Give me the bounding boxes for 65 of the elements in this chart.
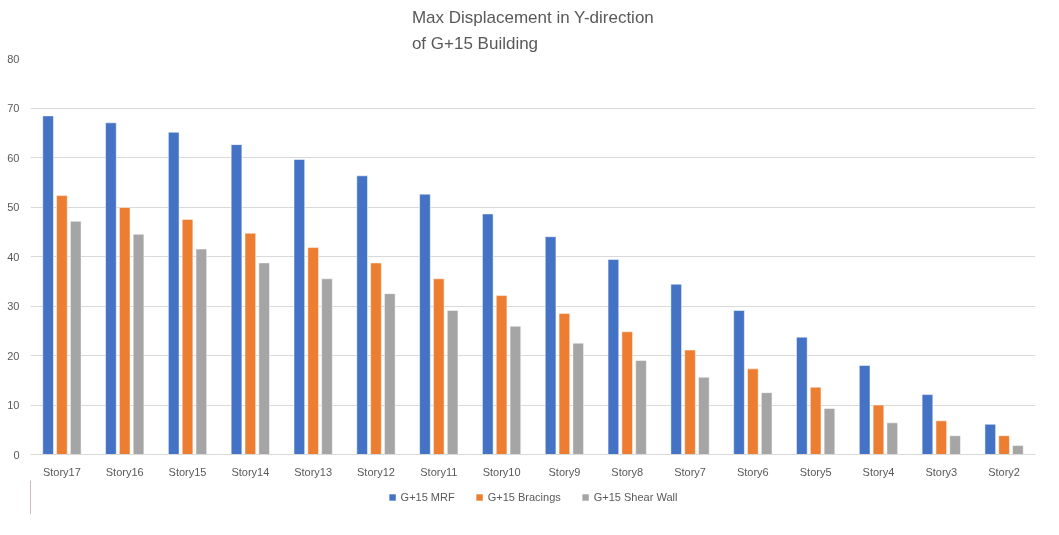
x-tick-label: Story16 xyxy=(105,465,144,478)
legend-label: G+15 Bracings xyxy=(487,491,561,503)
bar xyxy=(733,310,745,455)
bar xyxy=(698,377,710,455)
bar xyxy=(747,368,759,455)
x-tick-label: Story17 xyxy=(42,465,81,478)
x-tick-label: Story2 xyxy=(988,465,1020,478)
x-tick-label: Story14 xyxy=(231,465,270,478)
bar xyxy=(419,193,431,455)
y-tick-label: 60 xyxy=(7,151,20,164)
bar xyxy=(796,336,808,455)
bar xyxy=(433,278,445,455)
bar xyxy=(572,342,584,455)
y-tick-label: 0 xyxy=(13,448,20,461)
bar xyxy=(168,132,180,455)
x-tick-label: Story11 xyxy=(420,465,458,478)
x-tick-label: Story7 xyxy=(674,465,706,478)
y-tick-label: 10 xyxy=(7,399,20,411)
x-tick-label: Story10 xyxy=(482,465,521,478)
y-tick-label: 80 xyxy=(7,52,20,65)
bar xyxy=(761,392,773,455)
bar xyxy=(921,394,934,455)
bar xyxy=(370,262,382,455)
y-tick-label: 40 xyxy=(7,250,20,263)
x-tick-label: Story13 xyxy=(294,465,333,478)
bar xyxy=(635,360,647,455)
legend-label: G+15 Shear Wall xyxy=(593,491,678,503)
bar xyxy=(935,420,947,455)
bar xyxy=(70,221,82,455)
bar xyxy=(356,175,368,455)
x-tick-label: Story15 xyxy=(168,465,207,478)
bar xyxy=(949,435,961,455)
x-tick-label: Story4 xyxy=(862,465,895,478)
bar xyxy=(984,424,996,455)
bar xyxy=(258,262,270,455)
y-tick-label: 30 xyxy=(7,300,20,312)
bar xyxy=(1012,445,1024,455)
bar xyxy=(886,422,898,455)
bar xyxy=(447,310,459,455)
bar xyxy=(132,233,145,455)
y-tick-label: 50 xyxy=(7,201,20,213)
x-tick-label: Story6 xyxy=(736,465,769,478)
bar xyxy=(42,115,54,455)
bar xyxy=(684,349,696,455)
bar xyxy=(384,293,396,455)
x-tick-label: Story8 xyxy=(611,465,644,478)
bar xyxy=(321,278,333,455)
bar xyxy=(607,259,619,455)
x-tick-label: Story5 xyxy=(799,465,832,478)
bar xyxy=(670,283,682,455)
bar xyxy=(293,159,305,455)
legend-label: G+15 MRF xyxy=(400,491,455,503)
bar xyxy=(56,195,68,455)
y-tick-label: 20 xyxy=(7,349,20,362)
bar xyxy=(307,247,319,455)
x-tick-label: Story12 xyxy=(357,465,395,478)
y-tick-label: 70 xyxy=(7,102,20,114)
chart-title: Max Displacement in Y-direction of G+15 Building xyxy=(411,7,654,54)
bar xyxy=(105,122,117,455)
bar xyxy=(119,207,131,455)
x-tick-label: Story9 xyxy=(548,465,581,478)
x-tick-label: Story3 xyxy=(925,465,958,478)
bar xyxy=(482,213,494,455)
bar xyxy=(998,435,1010,455)
bar xyxy=(621,331,633,455)
